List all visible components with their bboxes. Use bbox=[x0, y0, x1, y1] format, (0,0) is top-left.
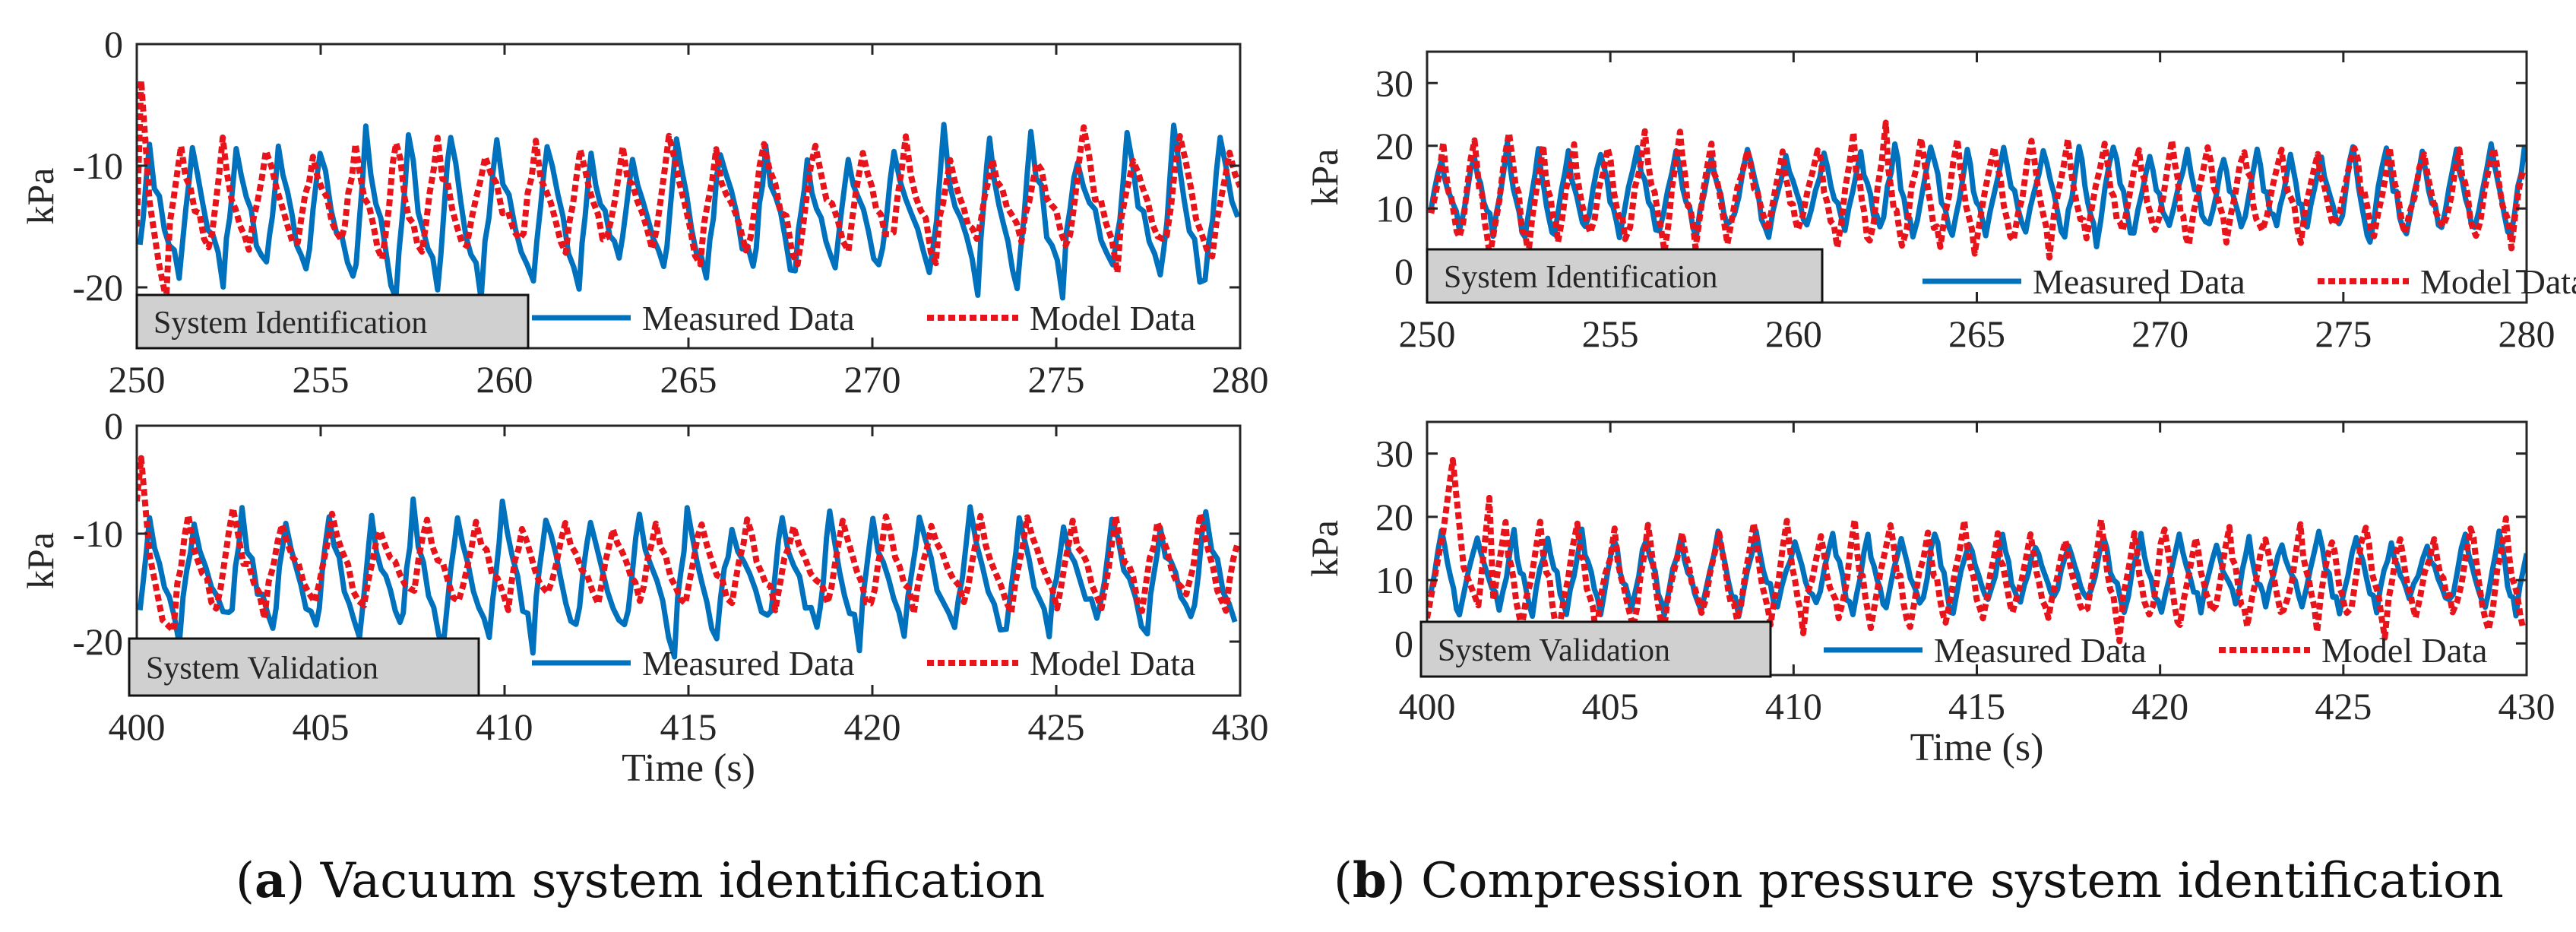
annotation-text: System Validation bbox=[1438, 633, 1670, 668]
x-tick-label: 425 bbox=[2315, 685, 2372, 728]
x-tick-label: 280 bbox=[2498, 312, 2555, 355]
y-tick-label: 20 bbox=[1375, 496, 1413, 538]
y-tick-label: 30 bbox=[1375, 433, 1413, 475]
y-axis-label: kPa bbox=[1303, 149, 1346, 206]
caption-a-close-paren: ) bbox=[286, 853, 320, 909]
x-tick-label: 255 bbox=[293, 358, 350, 401]
x-tick-label: 420 bbox=[2131, 685, 2188, 728]
y-tick-label: 0 bbox=[1394, 622, 1413, 664]
annotation-text: System Validation bbox=[146, 651, 378, 686]
chart-b-bottom: 400 405 410 415 420 425 430 0 10 20 30 kPa Time (s) S… bbox=[1303, 420, 2555, 769]
caption-a-open-paren: ( bbox=[236, 853, 255, 909]
y-tick-label: 0 bbox=[1394, 250, 1413, 293]
x-axis-label: Time (s) bbox=[622, 747, 755, 790]
caption-a: (a) Vacuum system identification bbox=[236, 852, 1045, 909]
legend-measured-label: Measured Data bbox=[2033, 262, 2245, 301]
caption-b-text: Compression pressure system identificati… bbox=[1421, 853, 2504, 909]
x-tick-label: 265 bbox=[1948, 312, 2005, 355]
y-tick-label: -10 bbox=[72, 512, 123, 555]
y-tick-label: 0 bbox=[104, 23, 123, 65]
y-tick-label: 10 bbox=[1375, 559, 1413, 601]
model-data-line-b-bottom bbox=[1427, 457, 2527, 645]
x-tick-label: 275 bbox=[2315, 312, 2372, 355]
caption-a-text: Vacuum system identification bbox=[320, 853, 1046, 909]
annotation-box-a-top bbox=[135, 293, 530, 350]
caption-b-letter: b bbox=[1353, 852, 1387, 909]
y-axis-label: kPa bbox=[19, 168, 62, 225]
legend-model-label: Model Data bbox=[2420, 262, 2576, 301]
x-tick-label: 270 bbox=[844, 358, 901, 401]
y-tick-label: 30 bbox=[1375, 62, 1413, 104]
x-tick-label: 430 bbox=[1212, 705, 1269, 748]
caption-b-open-paren: ( bbox=[1334, 853, 1353, 909]
x-tick-label: 400 bbox=[109, 705, 166, 748]
y-tick-label: 0 bbox=[104, 404, 123, 447]
x-tick-label: 280 bbox=[1212, 358, 1269, 401]
y-tick-label: -10 bbox=[72, 144, 123, 187]
x-tick-label: 275 bbox=[1028, 358, 1085, 401]
y-axis-label: kPa bbox=[19, 532, 62, 589]
model-data-line-a-bottom bbox=[137, 455, 1240, 634]
x-tick-label: 405 bbox=[1582, 685, 1639, 728]
model-data-line-a-top bbox=[137, 78, 1240, 303]
x-tick-label: 410 bbox=[476, 705, 533, 748]
annotation-box-a-bottom bbox=[128, 637, 480, 697]
caption-b: (b) Compression pressure system identifi… bbox=[1334, 852, 2504, 909]
legend-model-label: Model Data bbox=[1030, 299, 1195, 338]
legend-model-label: Model Data bbox=[2321, 631, 2487, 670]
x-tick-label: 250 bbox=[109, 358, 166, 401]
annotation-box-b-bottom bbox=[1419, 620, 1772, 678]
chart-b-top: 250 255 260 265 270 275 280 0 10 20 30 kPa System Id… bbox=[1303, 50, 2576, 355]
measured-data-line-a-bottom bbox=[137, 496, 1238, 660]
x-tick-label: 255 bbox=[1582, 312, 1639, 355]
x-tick-label: 415 bbox=[1948, 685, 2005, 728]
y-tick-label: 20 bbox=[1375, 125, 1413, 167]
legend-measured-label: Measured Data bbox=[642, 299, 855, 338]
annotation-text: System Identification bbox=[1444, 260, 1717, 295]
caption-a-letter: a bbox=[255, 852, 286, 909]
x-tick-label: 415 bbox=[660, 705, 717, 748]
y-tick-label: -20 bbox=[72, 620, 123, 663]
measured-data-line-a-top bbox=[137, 122, 1240, 302]
annotation-text: System Identification bbox=[153, 306, 427, 341]
svg-text:(a) Vacuum system identificati: (a) Vacuum system identification bbox=[236, 852, 1045, 909]
x-tick-label: 420 bbox=[844, 705, 901, 748]
y-tick-label: -20 bbox=[72, 266, 123, 309]
x-tick-label: 425 bbox=[1028, 705, 1085, 748]
x-tick-label: 400 bbox=[1399, 685, 1456, 728]
legend-model-label: Model Data bbox=[1030, 644, 1195, 683]
x-tick-label: 270 bbox=[2131, 312, 2188, 355]
x-axis-label: Time (s) bbox=[1910, 726, 2044, 769]
svg-text:(b) Compression pressure syste: (b) Compression pressure system identifi… bbox=[1334, 852, 2504, 909]
y-axis-label: kPa bbox=[1303, 520, 1346, 577]
model-data-line-b-top bbox=[1428, 119, 2527, 261]
y-tick-label: 10 bbox=[1375, 187, 1413, 230]
x-tick-label: 410 bbox=[1765, 685, 1822, 728]
x-tick-label: 260 bbox=[1765, 312, 1822, 355]
annotation-box-b-top bbox=[1426, 248, 1824, 304]
legend-measured-label: Measured Data bbox=[642, 644, 855, 683]
x-tick-label: 250 bbox=[1399, 312, 1456, 355]
caption-b-close-paren: ) bbox=[1387, 853, 1421, 909]
x-tick-label: 405 bbox=[293, 705, 350, 748]
x-tick-label: 430 bbox=[2498, 685, 2555, 728]
x-tick-label: 260 bbox=[476, 358, 533, 401]
x-tick-label: 265 bbox=[660, 358, 717, 401]
legend-measured-label: Measured Data bbox=[1934, 631, 2147, 670]
